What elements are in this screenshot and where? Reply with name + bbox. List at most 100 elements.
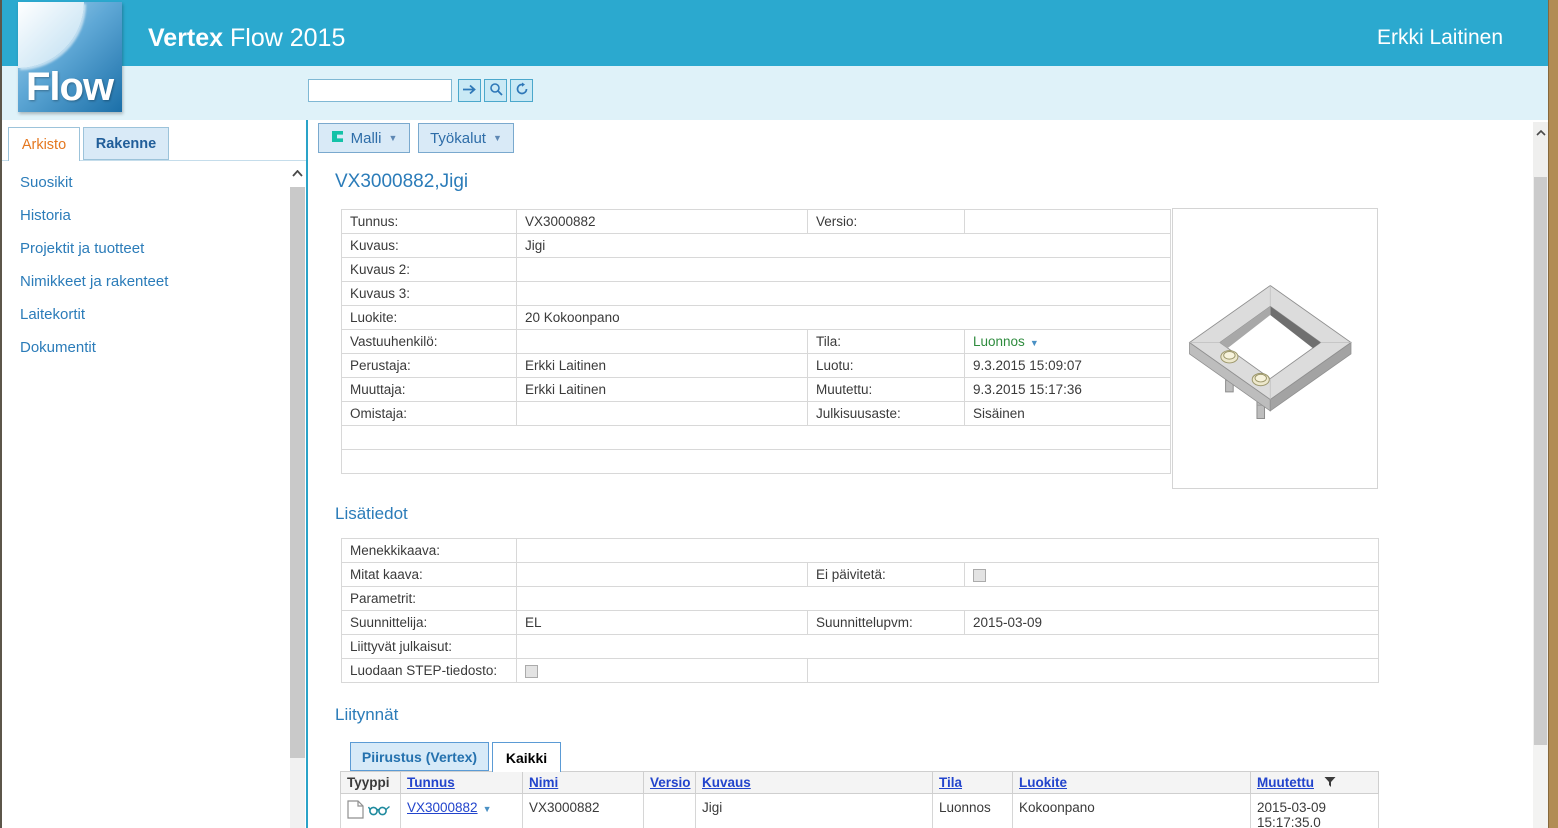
liitynnat-table: Tyyppi Tunnus Nimi Versio Kuvaus Tila Lu… [340, 771, 1379, 828]
row-nimi-cell: VX3000882 [522, 793, 644, 828]
col-header-luokite[interactable]: Luokite [1019, 775, 1068, 790]
field-label: Menekkikaava: [341, 538, 517, 563]
window-scrollbar-thumb[interactable] [1534, 177, 1547, 745]
field-label: Luotu: [807, 353, 965, 378]
field-label: Ei päivitetä: [807, 562, 965, 587]
search-input[interactable] [308, 79, 452, 102]
malli-menu-button[interactable]: Malli ▼ [318, 123, 410, 153]
filter-sort-icon[interactable] [1324, 776, 1336, 791]
field-value-muuttaja: Erkki Laitinen [516, 377, 808, 402]
table-header-row: Tyyppi Tunnus Nimi Versio Kuvaus Tila Lu… [340, 771, 1379, 794]
status-dropdown-icon[interactable]: ▼ [1029, 338, 1039, 348]
field-value-luokite: 20 Kokoonpano [516, 305, 1171, 330]
row-kuvaus-cell: Jigi [695, 793, 933, 828]
field-label: Omistaja: [341, 401, 517, 426]
field-label: Tila: [807, 329, 965, 354]
sidebar-tab-rakenne[interactable]: Rakenne [83, 127, 169, 160]
sidebar-item-laitekortit[interactable]: Laitekortit [20, 306, 86, 323]
col-header-versio[interactable]: Versio [650, 775, 691, 790]
sidebar-scrollbar-thumb[interactable] [290, 187, 305, 758]
sidebar-item-suosikit[interactable]: Suosikit [20, 174, 73, 191]
field-value-menekkikaava [515, 538, 1380, 563]
flow-logo-text: Flow [26, 65, 114, 109]
model-icon [331, 130, 344, 147]
field-label: Tunnus: [341, 209, 517, 234]
field-label: Julkisuusaste: [807, 401, 965, 426]
logged-in-user[interactable]: Erkki Laitinen [1376, 26, 1503, 49]
col-header-tunnus[interactable]: Tunnus [407, 775, 455, 790]
scroll-up-icon[interactable] [1533, 124, 1548, 142]
field-value-vastuuhenkilo [516, 329, 808, 354]
glasses-icon[interactable] [367, 804, 390, 819]
search-go-button[interactable] [458, 79, 481, 102]
ei-paiviteta-checkbox[interactable] [973, 568, 986, 582]
field-value-ei-paiviteta [963, 562, 1380, 587]
sidebar-menu: Suosikit Historia Projektit ja tuotteet … [0, 166, 288, 364]
refresh-button[interactable] [510, 79, 533, 102]
advanced-search-button[interactable] [484, 79, 507, 102]
row-muutettu-cell: 2015-03-09 15:17:35.0 [1250, 793, 1379, 828]
tyokalut-menu-button[interactable]: Työkalut ▼ [418, 123, 514, 153]
tab-kaikki[interactable]: Kaikki [492, 742, 561, 772]
app-title-brand: Vertex [148, 24, 224, 52]
row-tunnus-link[interactable]: VX3000882 [407, 800, 478, 815]
row-tila-cell: Luonnos [932, 793, 1013, 828]
bolt-head [1220, 350, 1270, 387]
arrow-right-icon [462, 83, 477, 99]
field-value-liittyvat-julkaisut [515, 634, 1380, 659]
field-value-julkisuusaste: Sisäinen [964, 401, 1171, 426]
liitynnat-heading: Liitynnät [335, 705, 399, 724]
row-tunnus-cell: VX3000882 ▼ [400, 793, 523, 828]
col-header-nimi[interactable]: Nimi [529, 775, 559, 790]
field-value-muutettu: 9.3.2015 15:17:36 [964, 377, 1171, 402]
scroll-up-icon[interactable] [289, 162, 306, 184]
sidebar-item-projektit[interactable]: Projektit ja tuotteet [20, 240, 145, 257]
chevron-down-icon: ▼ [492, 133, 502, 143]
window-scrollbar-track[interactable] [1533, 745, 1548, 828]
document-icon [347, 800, 368, 822]
col-header-muutettu[interactable]: Muutettu [1257, 774, 1314, 790]
sidebar-separator [306, 120, 308, 828]
tab-piirustus-label: Piirustus (Vertex) [361, 748, 478, 765]
col-header-tila[interactable]: Tila [939, 775, 963, 790]
status-value[interactable]: Luonnos [973, 334, 1025, 349]
desktop-edge-left [0, 0, 2, 828]
header-bar [0, 0, 1558, 66]
empty-row [341, 425, 1171, 450]
field-label: Suunnittelupvm: [807, 610, 965, 635]
table-row: VX3000882 ▼ VX3000882 Jigi Luonnos Kokoon… [340, 793, 1379, 828]
app-title-product: Flow 2015 [230, 24, 346, 52]
field-value-mitat-kaava [516, 562, 808, 587]
sidebar-item-dokumentit[interactable]: Dokumentit [20, 339, 96, 356]
luodaan-step-checkbox[interactable] [525, 664, 538, 678]
field-label: Luodaan STEP-tiedosto: [341, 658, 517, 683]
lisatiedot-heading: Lisätiedot [335, 504, 408, 523]
row-luokite-cell: Kokoonpano [1012, 793, 1251, 828]
sidebar-scrollbar[interactable] [289, 162, 306, 828]
field-value-tunnus: VX3000882 [516, 209, 808, 234]
part-3d-preview [1188, 284, 1352, 419]
field-value-versio [964, 209, 1171, 234]
field-label: Vastuuhenkilö: [341, 329, 517, 354]
field-label: Luokite: [341, 305, 517, 330]
sidebar-item-historia[interactable]: Historia [20, 207, 71, 224]
row-versio-cell [643, 793, 696, 828]
window-scrollbar[interactable] [1533, 122, 1548, 828]
chevron-down-icon: ▼ [388, 133, 398, 143]
tyokalut-menu-label: Työkalut [430, 129, 486, 147]
empty-row [341, 449, 1171, 474]
tab-piirustus-vertex[interactable]: Piirustus (Vertex) [350, 742, 489, 771]
col-header-kuvaus[interactable]: Kuvaus [702, 775, 751, 790]
app-title: Vertex Flow 2015 [148, 24, 345, 53]
row-dropdown-icon[interactable]: ▼ [482, 804, 492, 814]
sidebar-tab-arkisto[interactable]: Arkisto [8, 127, 80, 161]
field-value-suunnittelupvm: 2015-03-09 [963, 610, 1380, 635]
refresh-icon [515, 82, 529, 99]
field-value-parametrit [515, 586, 1380, 611]
sidebar-scrollbar-track[interactable] [290, 758, 305, 828]
sidebar-item-nimikkeet[interactable]: Nimikkeet ja rakenteet [20, 273, 169, 290]
field-label: Kuvaus: [341, 233, 517, 258]
flow-logo: Flow [18, 2, 122, 112]
field-label: Suunnittelija: [341, 610, 517, 635]
